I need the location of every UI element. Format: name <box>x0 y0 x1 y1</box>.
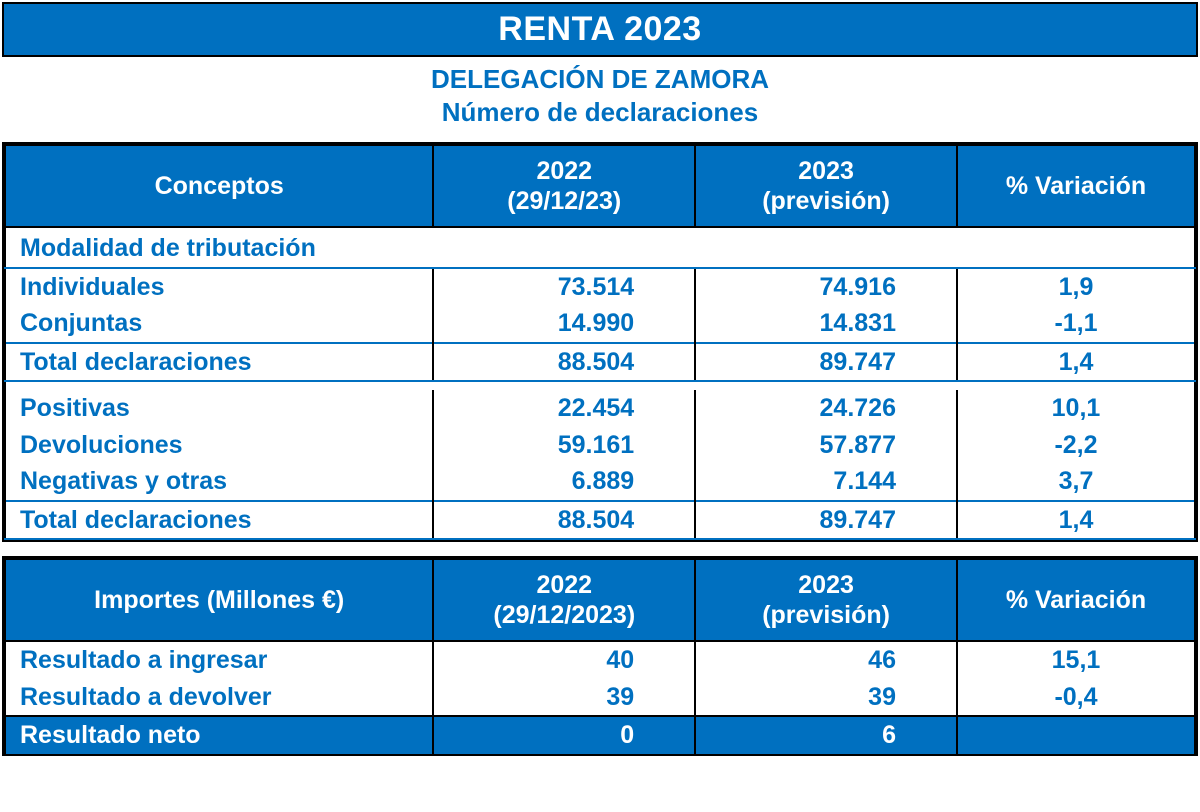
row-label: Positivas <box>5 390 433 427</box>
row-label: Resultado a devolver <box>5 679 433 717</box>
cell-var: 1,4 <box>957 343 1195 382</box>
col-2022-date: (29/12/2023) <box>493 601 635 629</box>
col-2022-date: (29/12/23) <box>507 187 621 215</box>
table-header-row: Importes (Millones €) 2022 (29/12/2023) … <box>5 559 1195 641</box>
cell-2023: 6 <box>695 716 957 754</box>
row-label: Conjuntas <box>5 305 433 343</box>
cell-2023: 74.916 <box>695 268 957 306</box>
table-header-row: Conceptos 2022 (29/12/23) 2023 (previsió… <box>5 145 1195 227</box>
table-row: Individuales 73.514 74.916 1,9 <box>5 268 1195 306</box>
row-label: Total declaraciones <box>5 343 433 382</box>
cell-2022: 40 <box>433 641 695 679</box>
table-row: Resultado a ingresar 40 46 15,1 <box>5 641 1195 679</box>
total-row-2: Total declaraciones 88.504 89.747 1,4 <box>5 501 1195 540</box>
row-label: Resultado neto <box>5 716 433 754</box>
table-declaraciones: Conceptos 2022 (29/12/23) 2023 (previsió… <box>2 142 1198 542</box>
cell-2022: 6.889 <box>433 463 695 501</box>
col-variacion: % Variación <box>957 559 1195 641</box>
cell-2023: 89.747 <box>695 343 957 382</box>
col-conceptos: Conceptos <box>5 145 433 227</box>
subtitle-line2: Número de declaraciones <box>2 96 1198 129</box>
cell-var: 1,9 <box>957 268 1195 306</box>
document-container: RENTA 2023 DELEGACIÓN DE ZAMORA Número d… <box>2 2 1198 756</box>
cell-2023: 24.726 <box>695 390 957 427</box>
col-2023-note: (previsión) <box>762 187 890 215</box>
table-row: Positivas 22.454 24.726 10,1 <box>5 390 1195 427</box>
cell-2022: 59.161 <box>433 427 695 464</box>
table-row: Resultado a devolver 39 39 -0,4 <box>5 679 1195 717</box>
cell-2023: 14.831 <box>695 305 957 343</box>
cell-var: 1,4 <box>957 501 1195 540</box>
cell-2023: 57.877 <box>695 427 957 464</box>
resultado-neto-row: Resultado neto 0 6 <box>5 716 1195 754</box>
cell-2023: 7.144 <box>695 463 957 501</box>
col-2023-year: 2023 <box>798 571 854 599</box>
col-2023-note: (previsión) <box>762 601 890 629</box>
cell-var: 15,1 <box>957 641 1195 679</box>
col-2022: 2022 (29/12/2023) <box>433 559 695 641</box>
cell-var <box>957 716 1195 754</box>
cell-2022: 73.514 <box>433 268 695 306</box>
table-row: Conjuntas 14.990 14.831 -1,1 <box>5 305 1195 343</box>
cell-2023: 89.747 <box>695 501 957 540</box>
cell-var: -2,2 <box>957 427 1195 464</box>
row-label: Negativas y otras <box>5 463 433 501</box>
cell-2022: 88.504 <box>433 501 695 540</box>
cell-2023: 39 <box>695 679 957 717</box>
col-2022-year: 2022 <box>536 157 592 185</box>
table-importes: Importes (Millones €) 2022 (29/12/2023) … <box>2 556 1198 756</box>
cell-var: -1,1 <box>957 305 1195 343</box>
spacer-row <box>5 381 1195 390</box>
cell-var: 3,7 <box>957 463 1195 501</box>
cell-2022: 22.454 <box>433 390 695 427</box>
subtitle-block: DELEGACIÓN DE ZAMORA Número de declaraci… <box>2 57 1198 142</box>
table-row: Negativas y otras 6.889 7.144 3,7 <box>5 463 1195 501</box>
col-2023: 2023 (previsión) <box>695 145 957 227</box>
cell-var: 10,1 <box>957 390 1195 427</box>
row-label: Devoluciones <box>5 427 433 464</box>
total-row-1: Total declaraciones 88.504 89.747 1,4 <box>5 343 1195 382</box>
col-importes: Importes (Millones €) <box>5 559 433 641</box>
page-title: RENTA 2023 <box>2 2 1198 57</box>
col-variacion: % Variación <box>957 145 1195 227</box>
cell-var: -0,4 <box>957 679 1195 717</box>
cell-2023: 46 <box>695 641 957 679</box>
subtitle-line1: DELEGACIÓN DE ZAMORA <box>2 63 1198 96</box>
section-modalidad: Modalidad de tributación <box>5 227 1195 268</box>
row-label: Resultado a ingresar <box>5 641 433 679</box>
cell-2022: 39 <box>433 679 695 717</box>
row-label: Individuales <box>5 268 433 306</box>
col-2023: 2023 (previsión) <box>695 559 957 641</box>
col-2022: 2022 (29/12/23) <box>433 145 695 227</box>
cell-2022: 0 <box>433 716 695 754</box>
col-2023-year: 2023 <box>798 157 854 185</box>
cell-2022: 88.504 <box>433 343 695 382</box>
col-2022-year: 2022 <box>536 571 592 599</box>
table-row: Devoluciones 59.161 57.877 -2,2 <box>5 427 1195 464</box>
row-label: Total declaraciones <box>5 501 433 540</box>
section-label: Modalidad de tributación <box>5 227 1195 268</box>
cell-2022: 14.990 <box>433 305 695 343</box>
